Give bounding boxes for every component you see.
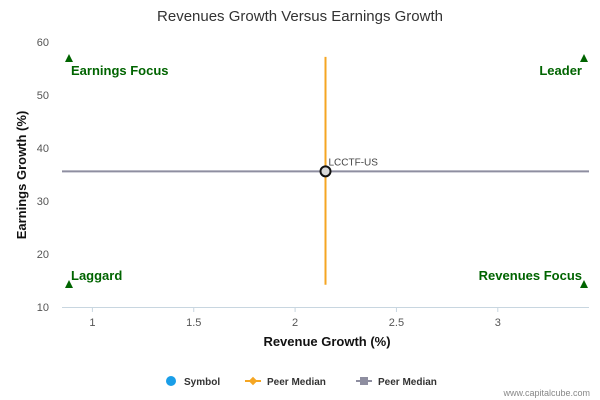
y-axis-label: Earnings Growth (%): [14, 111, 29, 240]
y-tick-label: 60: [37, 37, 49, 49]
quadrant-marker-top-left: [65, 54, 73, 62]
quadrant-label-laggard: Laggard: [71, 268, 122, 283]
legend: Symbol Peer Median Peer Median: [166, 376, 437, 388]
quadrant-marker-bottom-left: [65, 280, 73, 288]
symbol-point[interactable]: [319, 165, 332, 178]
legend-symbol-label: Symbol: [184, 377, 220, 388]
legend-item-peer-median-earnings[interactable]: Peer Median: [356, 377, 437, 388]
x-tick-label: 2.5: [389, 317, 404, 329]
legend-item-peer-median-revenue[interactable]: Peer Median: [245, 376, 326, 388]
quadrant-label-revenues-focus: Revenues Focus: [479, 268, 582, 283]
quadrant-marker-top-right: [580, 54, 588, 62]
x-tick-label: 3: [495, 317, 501, 329]
y-tick-label: 50: [37, 90, 49, 102]
quadrant-marker-bottom-right: [580, 280, 588, 288]
legend-revenue-marker: [248, 376, 258, 386]
legend-revenue-label: Peer Median: [267, 377, 326, 388]
y-tick-label: 30: [37, 196, 49, 208]
legend-item-symbol[interactable]: Symbol: [166, 376, 220, 388]
y-tick-label: 20: [37, 249, 49, 261]
symbol-point-label: LCCTF-US: [329, 157, 379, 168]
chart-title: Revenues Growth Versus Earnings Growth: [157, 8, 443, 25]
quadrant-label-leader: Leader: [539, 63, 582, 78]
quadrant-label-earnings-focus: Earnings Focus: [71, 63, 169, 78]
legend-earnings-marker: [360, 377, 368, 385]
x-tick-label: 1.5: [186, 317, 201, 329]
y-tick-label: 10: [37, 302, 49, 314]
plot-area: 1 1.5 2 2.5 3 10 20 30 40 50 60 Earnings Focus Leade…: [37, 37, 589, 329]
x-tick-label: 2: [292, 317, 298, 329]
x-axis-label: Revenue Growth (%): [263, 334, 390, 349]
credit-text: www.capitalcube.com: [502, 388, 590, 398]
x-tick-label: 1: [89, 317, 95, 329]
legend-earnings-label: Peer Median: [378, 377, 437, 388]
y-tick-label: 40: [37, 143, 49, 155]
legend-symbol-marker: [166, 376, 176, 386]
